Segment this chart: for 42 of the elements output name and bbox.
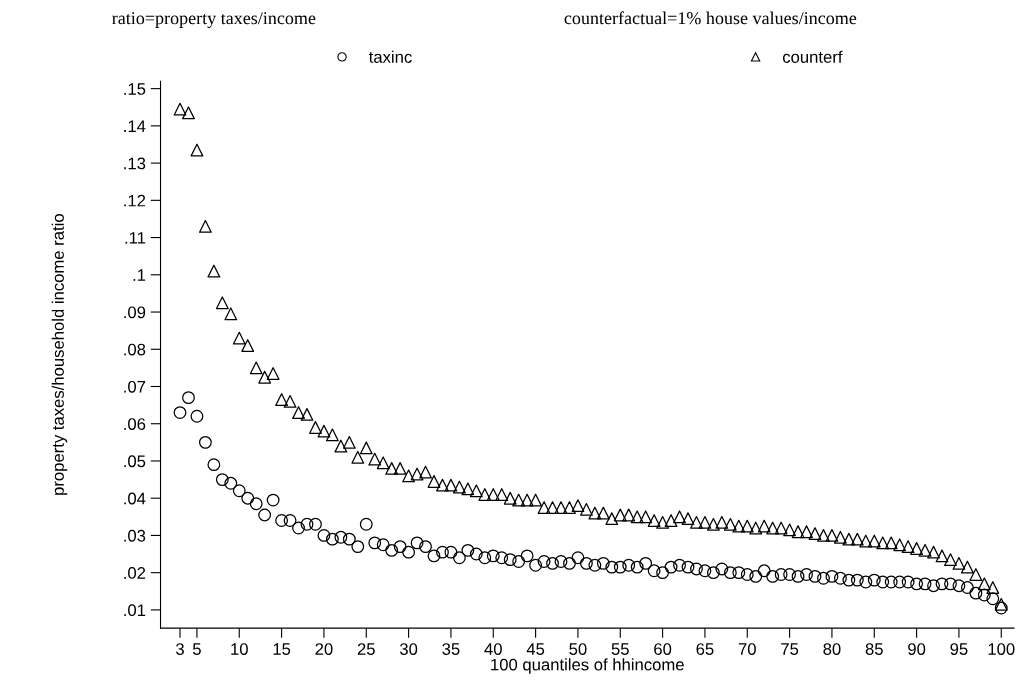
x-tick-label: 75 [781,643,799,655]
text: counterfactual=1% house values/income [564,11,857,25]
x-tick-label: 80 [823,643,841,655]
x-tick-label: 90 [908,643,926,655]
x-tick-label: 5 [192,643,201,655]
y-tick-label: .01 [124,604,146,617]
x-tick-label: 10 [231,643,248,655]
x-tick-label: 30 [399,643,418,655]
x-tick-label: 15 [273,643,291,655]
y-tick-label: .14 [124,120,146,132]
text: ratio=property taxes/income [112,12,316,28]
x-tick-label: 55 [611,643,629,655]
x-tick-label: 20 [315,643,333,655]
y-tick-label: .09 [124,306,146,319]
x-tick-label: 50 [569,643,587,655]
x-tick-label: 60 [654,643,672,655]
y-tick-label: .05 [124,455,146,468]
y-tick-label: .08 [124,343,146,356]
y-tick-label: .02 [124,567,146,579]
y-tick-label: .07 [124,380,146,393]
x-tick-label: 85 [865,643,883,655]
y-tick-label: .04 [124,492,146,505]
legend-label: counterf [782,50,843,63]
y-tick-label: .13 [124,157,146,170]
x-tick-label: 3 [176,643,184,655]
y-tick-label: .06 [124,418,146,430]
y-tick-label: .1 [133,269,146,281]
y-tick-label: .15 [124,83,146,95]
x-tick-label: 45 [526,643,545,655]
x-tick-label: 40 [484,643,502,655]
x-tick-label: 70 [738,643,756,655]
x-tick-label: 25 [357,643,375,655]
y-tick-label: .03 [124,529,146,542]
y-axis-title: property taxes/household income ratio [51,214,68,495]
y-tick-label: .11 [125,232,146,244]
legend-label: taxinc [368,50,412,63]
x-tick-label: 95 [950,643,968,655]
x-axis-title: 100 quantiles of hhincome [491,658,684,674]
y-tick-label: .12 [124,194,146,207]
x-tick-label: 65 [696,643,714,655]
x-tick-label: 35 [442,643,460,655]
x-tick-label: 100 [988,643,1015,655]
